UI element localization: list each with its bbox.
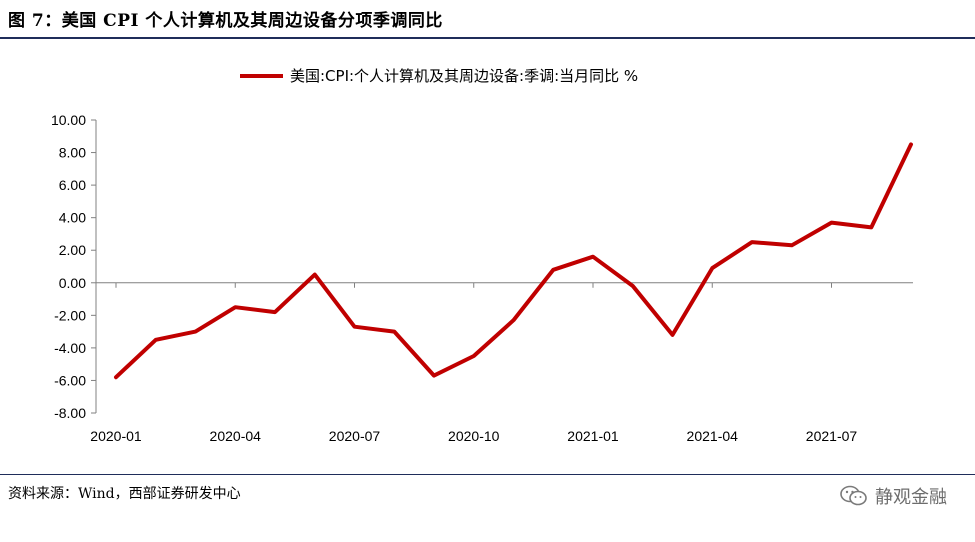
x-tick-label: 2020-07	[329, 428, 381, 444]
x-tick-label: 2021-04	[687, 428, 739, 444]
figure-title: 图 7：美国 CPI 个人计算机及其周边设备分项季调同比	[8, 11, 443, 31]
x-tick-label: 2020-10	[448, 428, 500, 444]
source-note: 资料来源：Wind，西部证券研发中心	[8, 486, 241, 502]
line-chart: 美国:CPI:个人计算机及其周边设备:季调:当月同比 % 10.00 8.00 6.…	[51, 67, 913, 444]
y-tick-label: -8.00	[54, 405, 86, 421]
legend-label: 美国:CPI:个人计算机及其周边设备:季调:当月同比 %	[290, 67, 638, 85]
series-layer	[114, 142, 913, 380]
watermark-text: 静观金融	[875, 487, 947, 508]
bottom-rule	[0, 474, 975, 475]
axes	[95, 120, 913, 413]
legend: 美国:CPI:个人计算机及其周边设备:季调:当月同比 %	[240, 67, 638, 85]
series-line	[114, 142, 913, 380]
y-tick-label: 2.00	[59, 242, 86, 258]
x-tick-label: 2020-01	[90, 428, 142, 444]
x-tick-label: 2021-01	[567, 428, 619, 444]
y-tick-label: -2.00	[54, 307, 86, 323]
wechat-icon	[840, 485, 867, 506]
y-axis-ticks: 10.00 8.00 6.00 4.00 2.00 0.00 -2.00 -4.00 -6.00…	[51, 112, 96, 421]
watermark: 静观金融	[839, 483, 947, 509]
y-tick-label: 0.00	[59, 275, 86, 291]
top-rule	[0, 37, 975, 39]
y-tick-label: 8.00	[59, 145, 86, 161]
y-tick-label: 10.00	[51, 112, 86, 128]
y-tick-label: 6.00	[59, 177, 86, 193]
x-tick-label: 2021-07	[806, 428, 858, 444]
y-tick-label: -4.00	[54, 340, 86, 356]
x-tick-label: 2020-04	[210, 428, 262, 444]
x-axis-ticks: 2020-01 2020-04 2020-07 2020-10 2021-01 2021-…	[90, 282, 858, 444]
y-tick-label: -6.00	[54, 372, 86, 388]
y-tick-label: 4.00	[59, 210, 86, 226]
